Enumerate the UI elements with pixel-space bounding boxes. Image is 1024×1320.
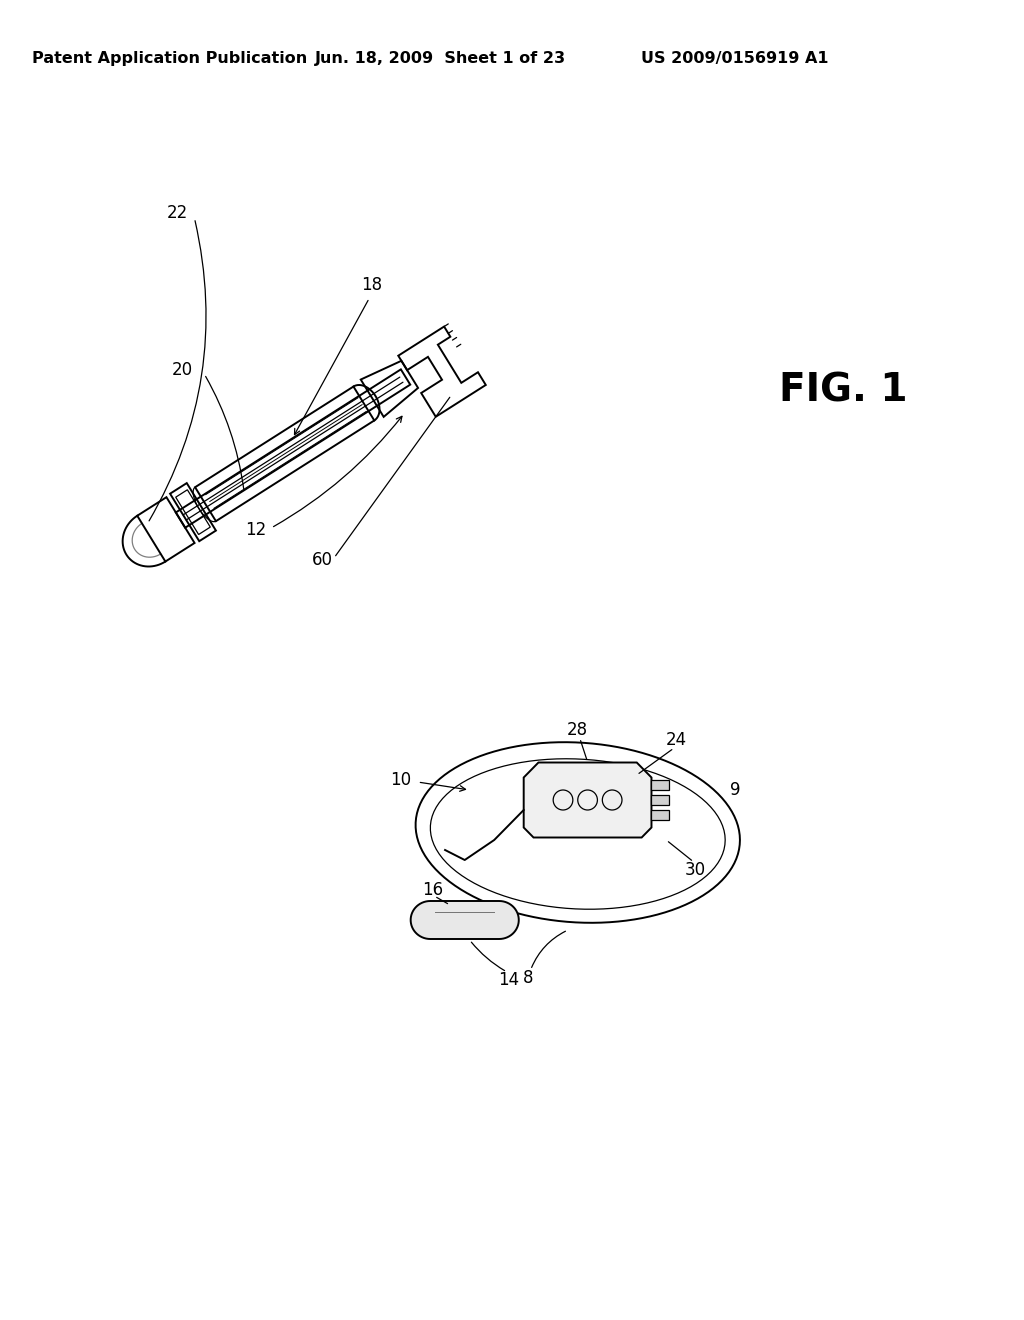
- Text: 9: 9: [730, 781, 740, 799]
- Bar: [651, 810, 669, 820]
- Text: 18: 18: [360, 276, 382, 294]
- Text: 8: 8: [523, 969, 534, 987]
- Polygon shape: [523, 763, 651, 837]
- Text: 60: 60: [311, 550, 333, 569]
- Text: 14: 14: [499, 972, 519, 989]
- Text: 22: 22: [167, 205, 188, 222]
- Text: 12: 12: [245, 521, 266, 539]
- Polygon shape: [411, 902, 519, 939]
- Text: 16: 16: [422, 880, 442, 899]
- Text: 30: 30: [685, 861, 707, 879]
- Text: 20: 20: [172, 360, 194, 379]
- Text: US 2009/0156919 A1: US 2009/0156919 A1: [641, 50, 828, 66]
- Bar: [651, 795, 669, 805]
- Text: 24: 24: [666, 731, 687, 748]
- Text: FIG. 1: FIG. 1: [779, 371, 907, 409]
- Bar: [651, 780, 669, 789]
- Text: Jun. 18, 2009  Sheet 1 of 23: Jun. 18, 2009 Sheet 1 of 23: [314, 50, 565, 66]
- Text: 10: 10: [390, 771, 412, 789]
- Text: 28: 28: [567, 721, 589, 739]
- Text: Patent Application Publication: Patent Application Publication: [32, 50, 307, 66]
